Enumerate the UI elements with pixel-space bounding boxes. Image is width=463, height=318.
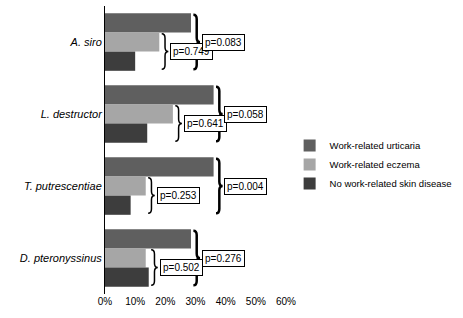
svg-text:No work-related skin disease: No work-related skin disease (330, 178, 452, 189)
svg-text:50%: 50% (246, 296, 266, 307)
svg-text:p=0.641: p=0.641 (187, 118, 224, 129)
svg-text:A. siro: A. siro (70, 36, 102, 48)
svg-text:p=0.004: p=0.004 (227, 181, 264, 192)
svg-text:Work-related eczema: Work-related eczema (330, 159, 421, 170)
svg-text:p=0.502: p=0.502 (163, 262, 200, 273)
svg-text:20%: 20% (155, 296, 175, 307)
svg-text:30%: 30% (185, 296, 205, 307)
svg-text:p=0.058: p=0.058 (227, 109, 264, 120)
svg-text:p=0.276: p=0.276 (205, 253, 242, 264)
svg-text:p=0.253: p=0.253 (160, 190, 197, 201)
svg-text:p=0.749: p=0.749 (173, 46, 210, 57)
svg-text:D. pteronyssinus: D. pteronyssinus (20, 252, 102, 264)
svg-text:L. destructor: L. destructor (41, 108, 103, 120)
svg-text:T. putrescentiae: T. putrescentiae (24, 180, 102, 192)
svg-text:40%: 40% (216, 296, 236, 307)
svg-text:Work-related urticaria: Work-related urticaria (330, 140, 421, 151)
svg-text:10%: 10% (125, 296, 145, 307)
svg-text:60%: 60% (276, 296, 296, 307)
svg-text:0%: 0% (98, 296, 113, 307)
svg-text:p=0.083: p=0.083 (205, 37, 242, 48)
